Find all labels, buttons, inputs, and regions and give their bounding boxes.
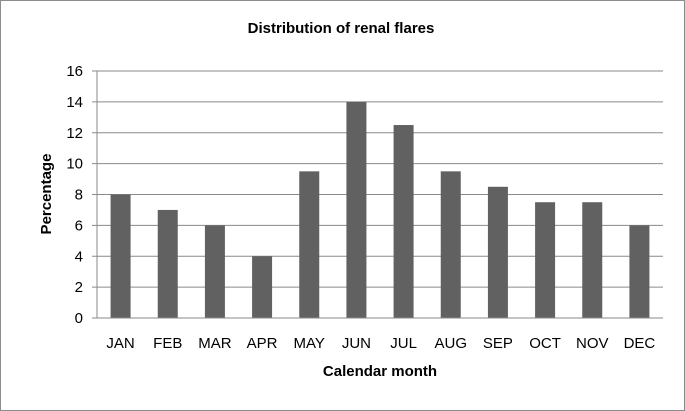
x-tick-label: JAN	[106, 335, 134, 352]
bar-dec	[629, 225, 650, 318]
x-tick-label: APR	[247, 335, 278, 352]
bar-apr	[252, 256, 273, 318]
x-tick-label: MAY	[294, 335, 325, 352]
y-axis-title: Percentage	[38, 154, 55, 235]
y-tick-labels: 0 2 4 6 8 10 12 14 16	[66, 63, 83, 327]
x-tick-label: AUG	[434, 335, 467, 352]
y-tick-label: 10	[66, 156, 83, 173]
chart-title: Distribution of renal flares	[248, 20, 435, 37]
y-tick-label: 4	[75, 248, 83, 265]
x-tick-label: NOV	[576, 335, 609, 352]
bars	[110, 101, 650, 318]
y-tick-label: 12	[66, 125, 83, 142]
x-tick-label: DEC	[624, 335, 656, 352]
x-tick-label: FEB	[153, 335, 182, 352]
x-tick-label: OCT	[529, 335, 561, 352]
bar-jan	[110, 194, 131, 318]
y-tick-label: 2	[75, 279, 83, 296]
bar-aug	[440, 171, 461, 318]
y-tick-label: 6	[75, 217, 83, 234]
x-tick-labels: JAN FEB MAR APR MAY JUN JUL AUG SEP OCT NOV DEC	[106, 335, 655, 352]
bar-feb	[157, 209, 178, 318]
bar-mar	[204, 225, 225, 318]
bar-jun	[346, 101, 367, 318]
bar-sep	[487, 186, 508, 318]
y-tick-label: 8	[75, 187, 83, 204]
x-tick-label: JUL	[390, 335, 417, 352]
bar-may	[299, 171, 320, 318]
y-tick-label: 14	[66, 94, 83, 111]
y-tick-label: 0	[75, 310, 83, 327]
bar-jul	[393, 125, 414, 318]
bar-nov	[582, 202, 603, 318]
bar-oct	[535, 202, 556, 318]
x-tick-label: SEP	[483, 335, 513, 352]
x-axis-title: Calendar month	[323, 363, 437, 380]
x-tick-label: JUN	[342, 335, 371, 352]
x-tick-label: MAR	[198, 335, 232, 352]
y-tick-label: 16	[66, 63, 83, 80]
gridlines	[92, 70, 663, 319]
